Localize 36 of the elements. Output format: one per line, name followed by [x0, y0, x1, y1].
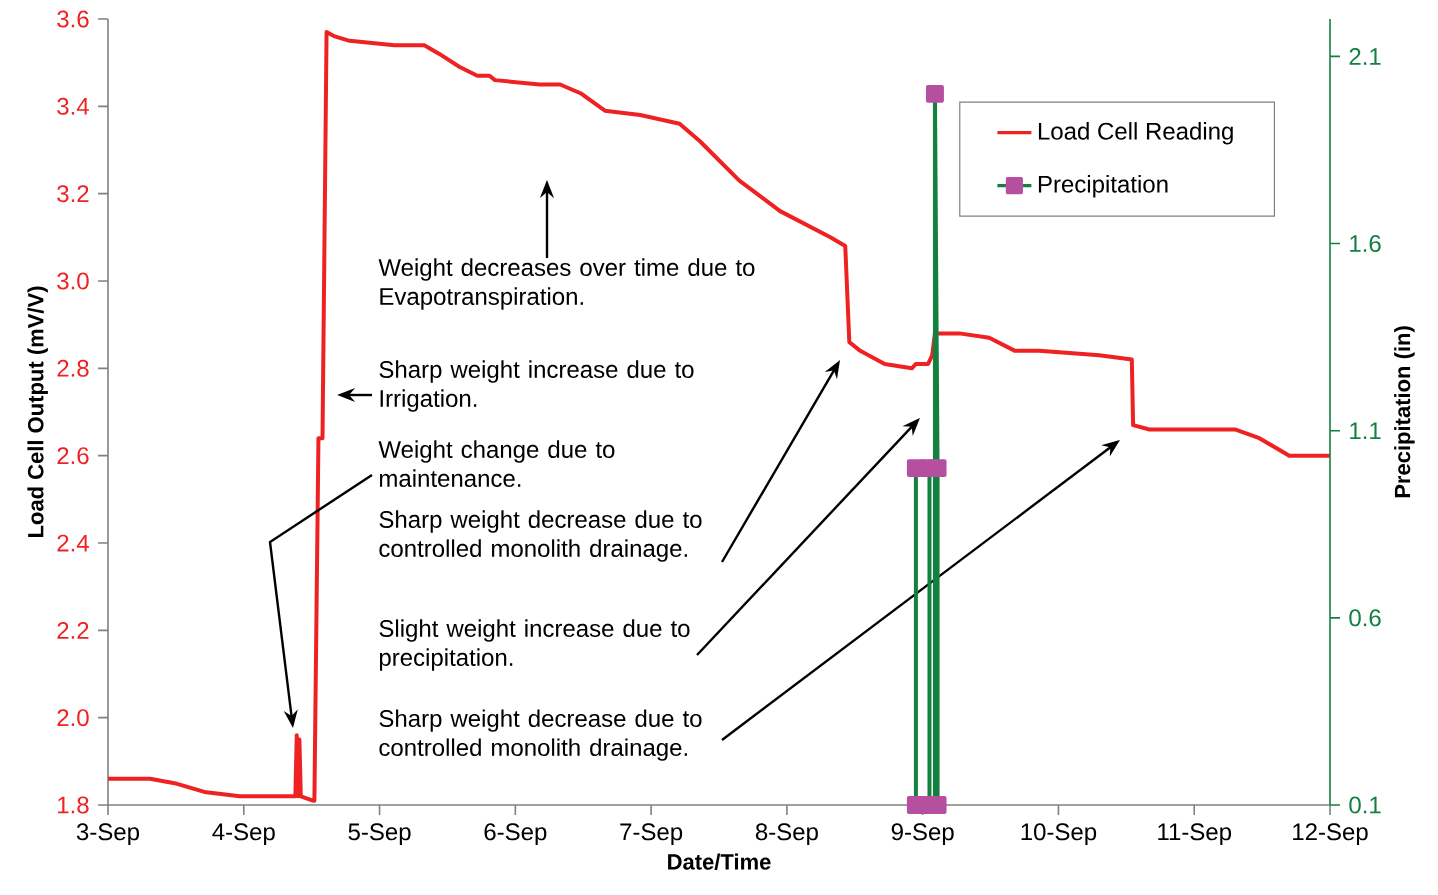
x-axis-title: Date/Time	[668, 853, 771, 870]
y-tick-label: 3.0	[57, 272, 89, 290]
y-tick-label: 2.4	[57, 534, 89, 552]
x-tick-label: 10-Sep	[1021, 823, 1097, 846]
x-tick-label: 8-Sep	[755, 823, 818, 846]
y-tick-label: 2.8	[57, 359, 89, 377]
legend-label: Precipitation	[1038, 175, 1168, 198]
x-tick-label: 12-Sep	[1293, 823, 1368, 846]
y2-axis-title: Precipitation (in)	[1394, 326, 1415, 498]
y2-tick-label: 1.6	[1350, 235, 1381, 253]
y-tick-label: 3.6	[57, 10, 89, 28]
y2-tick-label: 0.6	[1349, 609, 1381, 627]
annotation: Sharp weight decrease due to controlled monolith drainage.	[379, 709, 702, 761]
x-tick-label: 7-Sep	[620, 823, 683, 846]
y2-tick-label: 1.1	[1350, 422, 1381, 439]
x-tick-label: 11-Sep	[1158, 823, 1232, 846]
x-tick-label: 6-Sep	[484, 823, 547, 846]
y-tick-label: 2.0	[57, 709, 89, 727]
legend-label: Load Cell Reading	[1038, 122, 1233, 145]
x-tick-label: 3-Sep	[76, 823, 140, 846]
y-tick-label: 3.2	[57, 185, 89, 203]
y-tick-label: 2.2	[57, 621, 89, 639]
y-tick-label: 1.8	[58, 796, 89, 814]
y-tick-label: 3.4	[57, 97, 89, 115]
y2-tick-label: 2.1	[1349, 48, 1381, 65]
y-axis-title: Load Cell Output (mV/V)	[27, 286, 48, 538]
annotation: Sharp weight decrease due to controlled monolith drainage.	[379, 510, 702, 562]
x-tick-label: 9-Sep	[891, 823, 954, 846]
y2-tick-label: 0.1	[1349, 796, 1381, 814]
y-tick-label: 2.6	[57, 447, 89, 465]
x-tick-label: 5-Sep	[348, 823, 411, 846]
x-tick-label: 4-Sep	[212, 823, 275, 846]
annotation: Sharp weight increase due to Irrigation.	[379, 360, 694, 412]
annotation: Weight change due to maintenance.	[378, 440, 615, 488]
annotation: Slight weight increase due to precipitation.	[379, 619, 690, 671]
annotation: Weight decreases over time due to Evapotranspiration.	[378, 258, 755, 310]
